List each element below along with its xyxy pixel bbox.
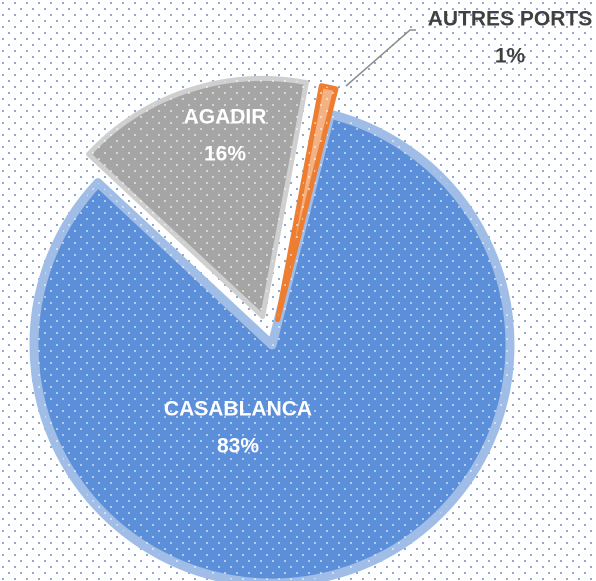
slice-texture	[88, 78, 307, 317]
slice-value-label: 16%	[204, 143, 246, 166]
slice-value-label: 1%	[495, 45, 526, 68]
slice-value-label: 83%	[217, 435, 259, 458]
slice-label: AGADIR	[184, 106, 267, 129]
slice-texture	[34, 114, 510, 581]
slice-label: AUTRES PORTS	[428, 8, 593, 31]
leader-line	[345, 29, 416, 87]
slice-label: CASABLANCA	[164, 398, 312, 421]
slice-texture	[277, 85, 336, 320]
